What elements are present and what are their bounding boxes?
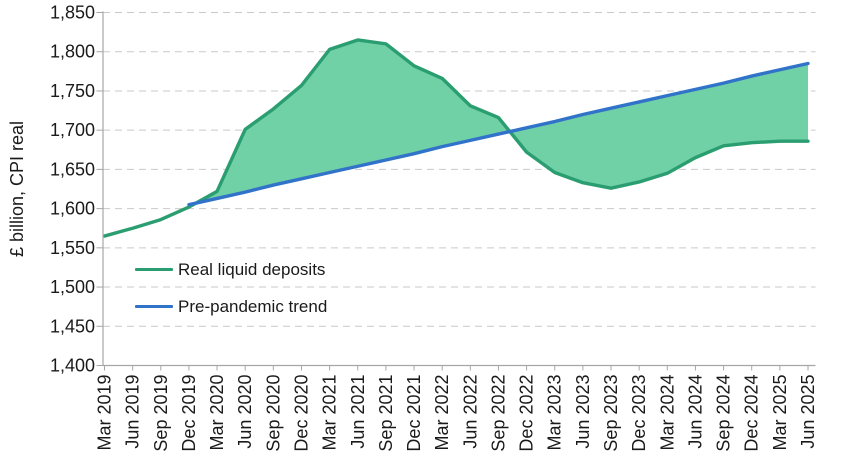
y-tick-label: 1,800	[50, 42, 95, 62]
x-tick-label: Sep 2019	[151, 375, 171, 452]
x-tick-label: Dec 2022	[517, 375, 537, 452]
gap-fill-area	[188, 39, 809, 208]
pre-pandemic-trend-line	[187, 61, 810, 207]
x-tick-label: Sep 2020	[263, 375, 283, 452]
x-tick-label: Jun 2020	[235, 375, 255, 449]
tick-labels-layer: 1,400 1,450 1,500 1,550 1,600 1,650 1,700 1,750…	[50, 3, 818, 452]
x-tick-label: Mar 2020	[207, 375, 227, 451]
legend-line-swatch-blue	[135, 304, 173, 309]
x-tick-label: Dec 2020	[291, 375, 311, 452]
x-tick-label: Sep 2024	[714, 375, 734, 452]
x-tick-label: Dec 2023	[629, 375, 649, 452]
legend-label-real-liquid-deposits: Real liquid deposits	[178, 260, 326, 279]
x-tick-label: Sep 2022	[488, 375, 508, 452]
legend-label-pre-pandemic-trend: Pre-pandemic trend	[178, 297, 328, 316]
x-tick-label: Mar 2021	[320, 375, 340, 451]
x-tick-label: Mar 2023	[545, 375, 565, 451]
x-tick-label: Jun 2023	[573, 375, 593, 449]
y-axis-title: £ billion, CPI real	[7, 121, 27, 257]
x-tick-label: Jun 2022	[460, 375, 480, 449]
x-tick-label: Mar 2019	[95, 375, 115, 451]
x-tick-label: Mar 2025	[770, 375, 790, 451]
legend-line-swatch-green	[135, 267, 173, 272]
x-tick-label: Mar 2022	[432, 375, 452, 451]
y-tick-label: 1,450	[50, 316, 95, 336]
y-tick-label: 1,650	[50, 159, 95, 179]
x-tick-label: Dec 2021	[404, 375, 424, 452]
x-tick-label: Jun 2024	[685, 375, 705, 449]
x-tick-label: Dec 2019	[179, 375, 199, 452]
series-layer	[102, 38, 810, 238]
x-tick-label: Dec 2024	[742, 375, 762, 452]
x-tick-label: Sep 2021	[376, 375, 396, 452]
legend-item-real-liquid-deposits: Real liquid deposits	[135, 261, 327, 278]
axes-layer	[96, 11, 816, 371]
y-tick-label: 1,850	[50, 3, 95, 23]
x-tick-label: Jun 2025	[798, 375, 818, 449]
y-tick-label: 1,400	[50, 356, 95, 376]
legend-item-pre-pandemic-trend: Pre-pandemic trend	[135, 298, 327, 315]
x-tick-label: Sep 2023	[601, 375, 621, 452]
chart-legend: Real liquid deposits Pre-pandemic trend	[135, 261, 327, 315]
real-liquid-deposits-line	[102, 38, 810, 238]
y-tick-label: 1,550	[50, 238, 95, 258]
x-tick-label: Mar 2024	[657, 375, 677, 451]
y-tick-label: 1,700	[50, 120, 95, 140]
y-tick-label: 1,750	[50, 81, 95, 101]
x-tick-label: Jun 2021	[348, 375, 368, 449]
y-tick-label: 1,600	[50, 199, 95, 219]
y-tick-label: 1,500	[50, 277, 95, 297]
x-tick-label: Jun 2019	[123, 375, 143, 449]
